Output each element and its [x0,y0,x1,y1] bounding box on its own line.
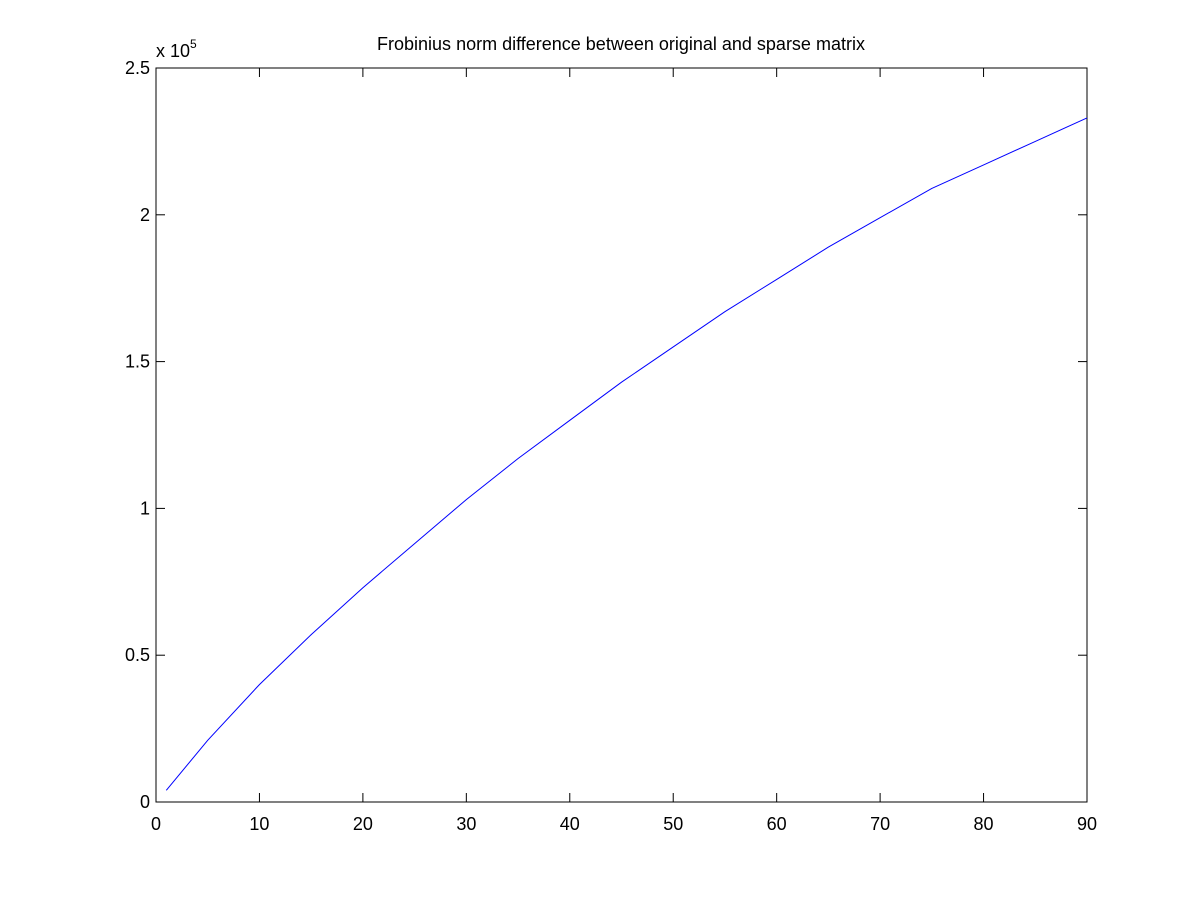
x-tick-label: 70 [870,814,890,834]
svg-text:x 105: x 105 [156,37,197,61]
x-tick-label: 60 [767,814,787,834]
y-tick-label: 1 [140,498,150,518]
chart-title: Frobinius norm difference between origin… [377,34,865,54]
y-exponent-power: 5 [190,37,197,51]
y-tick-label: 1.5 [125,352,150,372]
x-tick-label: 30 [456,814,476,834]
x-tick-label: 90 [1077,814,1097,834]
x-tick-label: 80 [974,814,994,834]
plot-area: 0 10 20 30 40 50 60 70 80 90 0 0.5 1 1.5 2 2.5 [125,58,1097,834]
x-tick-label: 20 [353,814,373,834]
x-tick-label: 0 [151,814,161,834]
x-tick-label: 40 [560,814,580,834]
y-tick-label: 0 [140,792,150,812]
y-tick-label: 2 [140,205,150,225]
y-tick-label: 2.5 [125,58,150,78]
axes-box [155,67,1088,803]
x-tick-label: 50 [663,814,683,834]
x-tick-label: 10 [249,814,269,834]
series-line [165,117,1088,791]
y-exponent-label: x 105 [156,37,197,61]
y-tick-label: 0.5 [125,645,150,665]
y-exponent-base: x 10 [156,41,190,61]
